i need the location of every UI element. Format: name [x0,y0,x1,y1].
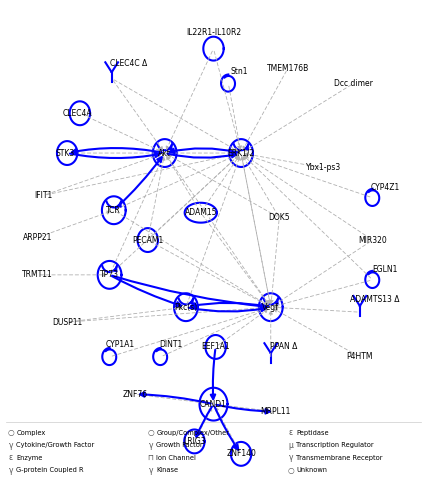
Text: DINT1: DINT1 [159,340,182,349]
Text: EEF1A1: EEF1A1 [201,342,229,351]
Text: ⊓: ⊓ [147,453,153,462]
Text: IL22R1-IL10R2: IL22R1-IL10R2 [185,28,241,37]
Text: CYP1A1: CYP1A1 [105,340,135,349]
Text: PPAN Δ: PPAN Δ [269,342,296,351]
Text: CLEC4A: CLEC4A [63,109,92,118]
Text: γ: γ [288,453,292,462]
Text: Vegf: Vegf [262,302,279,312]
Text: P4HTM: P4HTM [346,352,372,362]
Text: CAND1: CAND1 [200,400,226,408]
Text: γ: γ [9,440,13,450]
Text: CLEC4C Δ: CLEC4C Δ [110,59,147,68]
Text: TMEM176B: TMEM176B [266,64,308,73]
Text: Stn1: Stn1 [230,66,247,76]
Text: ○: ○ [147,428,154,437]
Text: Unknown: Unknown [296,467,326,473]
Text: μ: μ [288,440,293,450]
Text: ARPP21: ARPP21 [23,233,52,242]
Text: Cytokine/Growth Factor: Cytokine/Growth Factor [16,442,94,448]
Text: TP73: TP73 [100,270,119,280]
Text: Enzyme: Enzyme [16,454,43,460]
Text: γ: γ [148,440,153,450]
Text: MRPL11: MRPL11 [259,407,290,416]
Text: Group/Complex/Other: Group/Complex/Other [156,430,229,436]
Text: Dcc dimer: Dcc dimer [333,79,372,88]
Text: Ion Channel: Ion Channel [156,454,196,460]
Text: Transmembrane Receptor: Transmembrane Receptor [296,454,382,460]
Text: Pkc(s): Pkc(s) [174,302,197,312]
Text: LRIG3: LRIG3 [183,437,205,446]
Text: ε: ε [9,453,13,462]
Text: ERK1/2: ERK1/2 [227,148,254,158]
Text: ADAM15: ADAM15 [184,208,216,217]
Text: Peptidase: Peptidase [296,430,328,436]
Text: DUSP11: DUSP11 [52,318,82,326]
Text: γ: γ [9,466,13,474]
Text: ZNF140: ZNF140 [226,450,256,458]
Text: G-protein Coupled R: G-protein Coupled R [16,467,83,473]
Text: Transcription Regulator: Transcription Regulator [296,442,373,448]
Text: ○: ○ [7,428,14,437]
Text: CYP4Z1: CYP4Z1 [370,184,399,192]
Text: Complex: Complex [16,430,46,436]
Text: ε: ε [288,428,292,437]
Text: PECAM1: PECAM1 [132,236,163,244]
Text: ZNF76: ZNF76 [122,390,147,398]
Text: EGLN1: EGLN1 [372,266,397,274]
Text: DOK5: DOK5 [268,213,289,222]
Text: Akt: Akt [158,148,171,158]
Text: TCR: TCR [106,206,121,214]
Text: Ybx1-ps3: Ybx1-ps3 [305,164,341,172]
Text: ADAMTS13 Δ: ADAMTS13 Δ [349,295,398,304]
Text: IFIT1: IFIT1 [35,191,53,200]
Text: γ: γ [148,466,153,474]
Text: STK3: STK3 [55,148,75,158]
Text: TRMT11: TRMT11 [22,270,53,280]
Text: ○: ○ [287,466,294,474]
Text: Growth Factor: Growth Factor [156,442,202,448]
Text: MIR320: MIR320 [357,236,386,244]
Text: Kinase: Kinase [156,467,178,473]
